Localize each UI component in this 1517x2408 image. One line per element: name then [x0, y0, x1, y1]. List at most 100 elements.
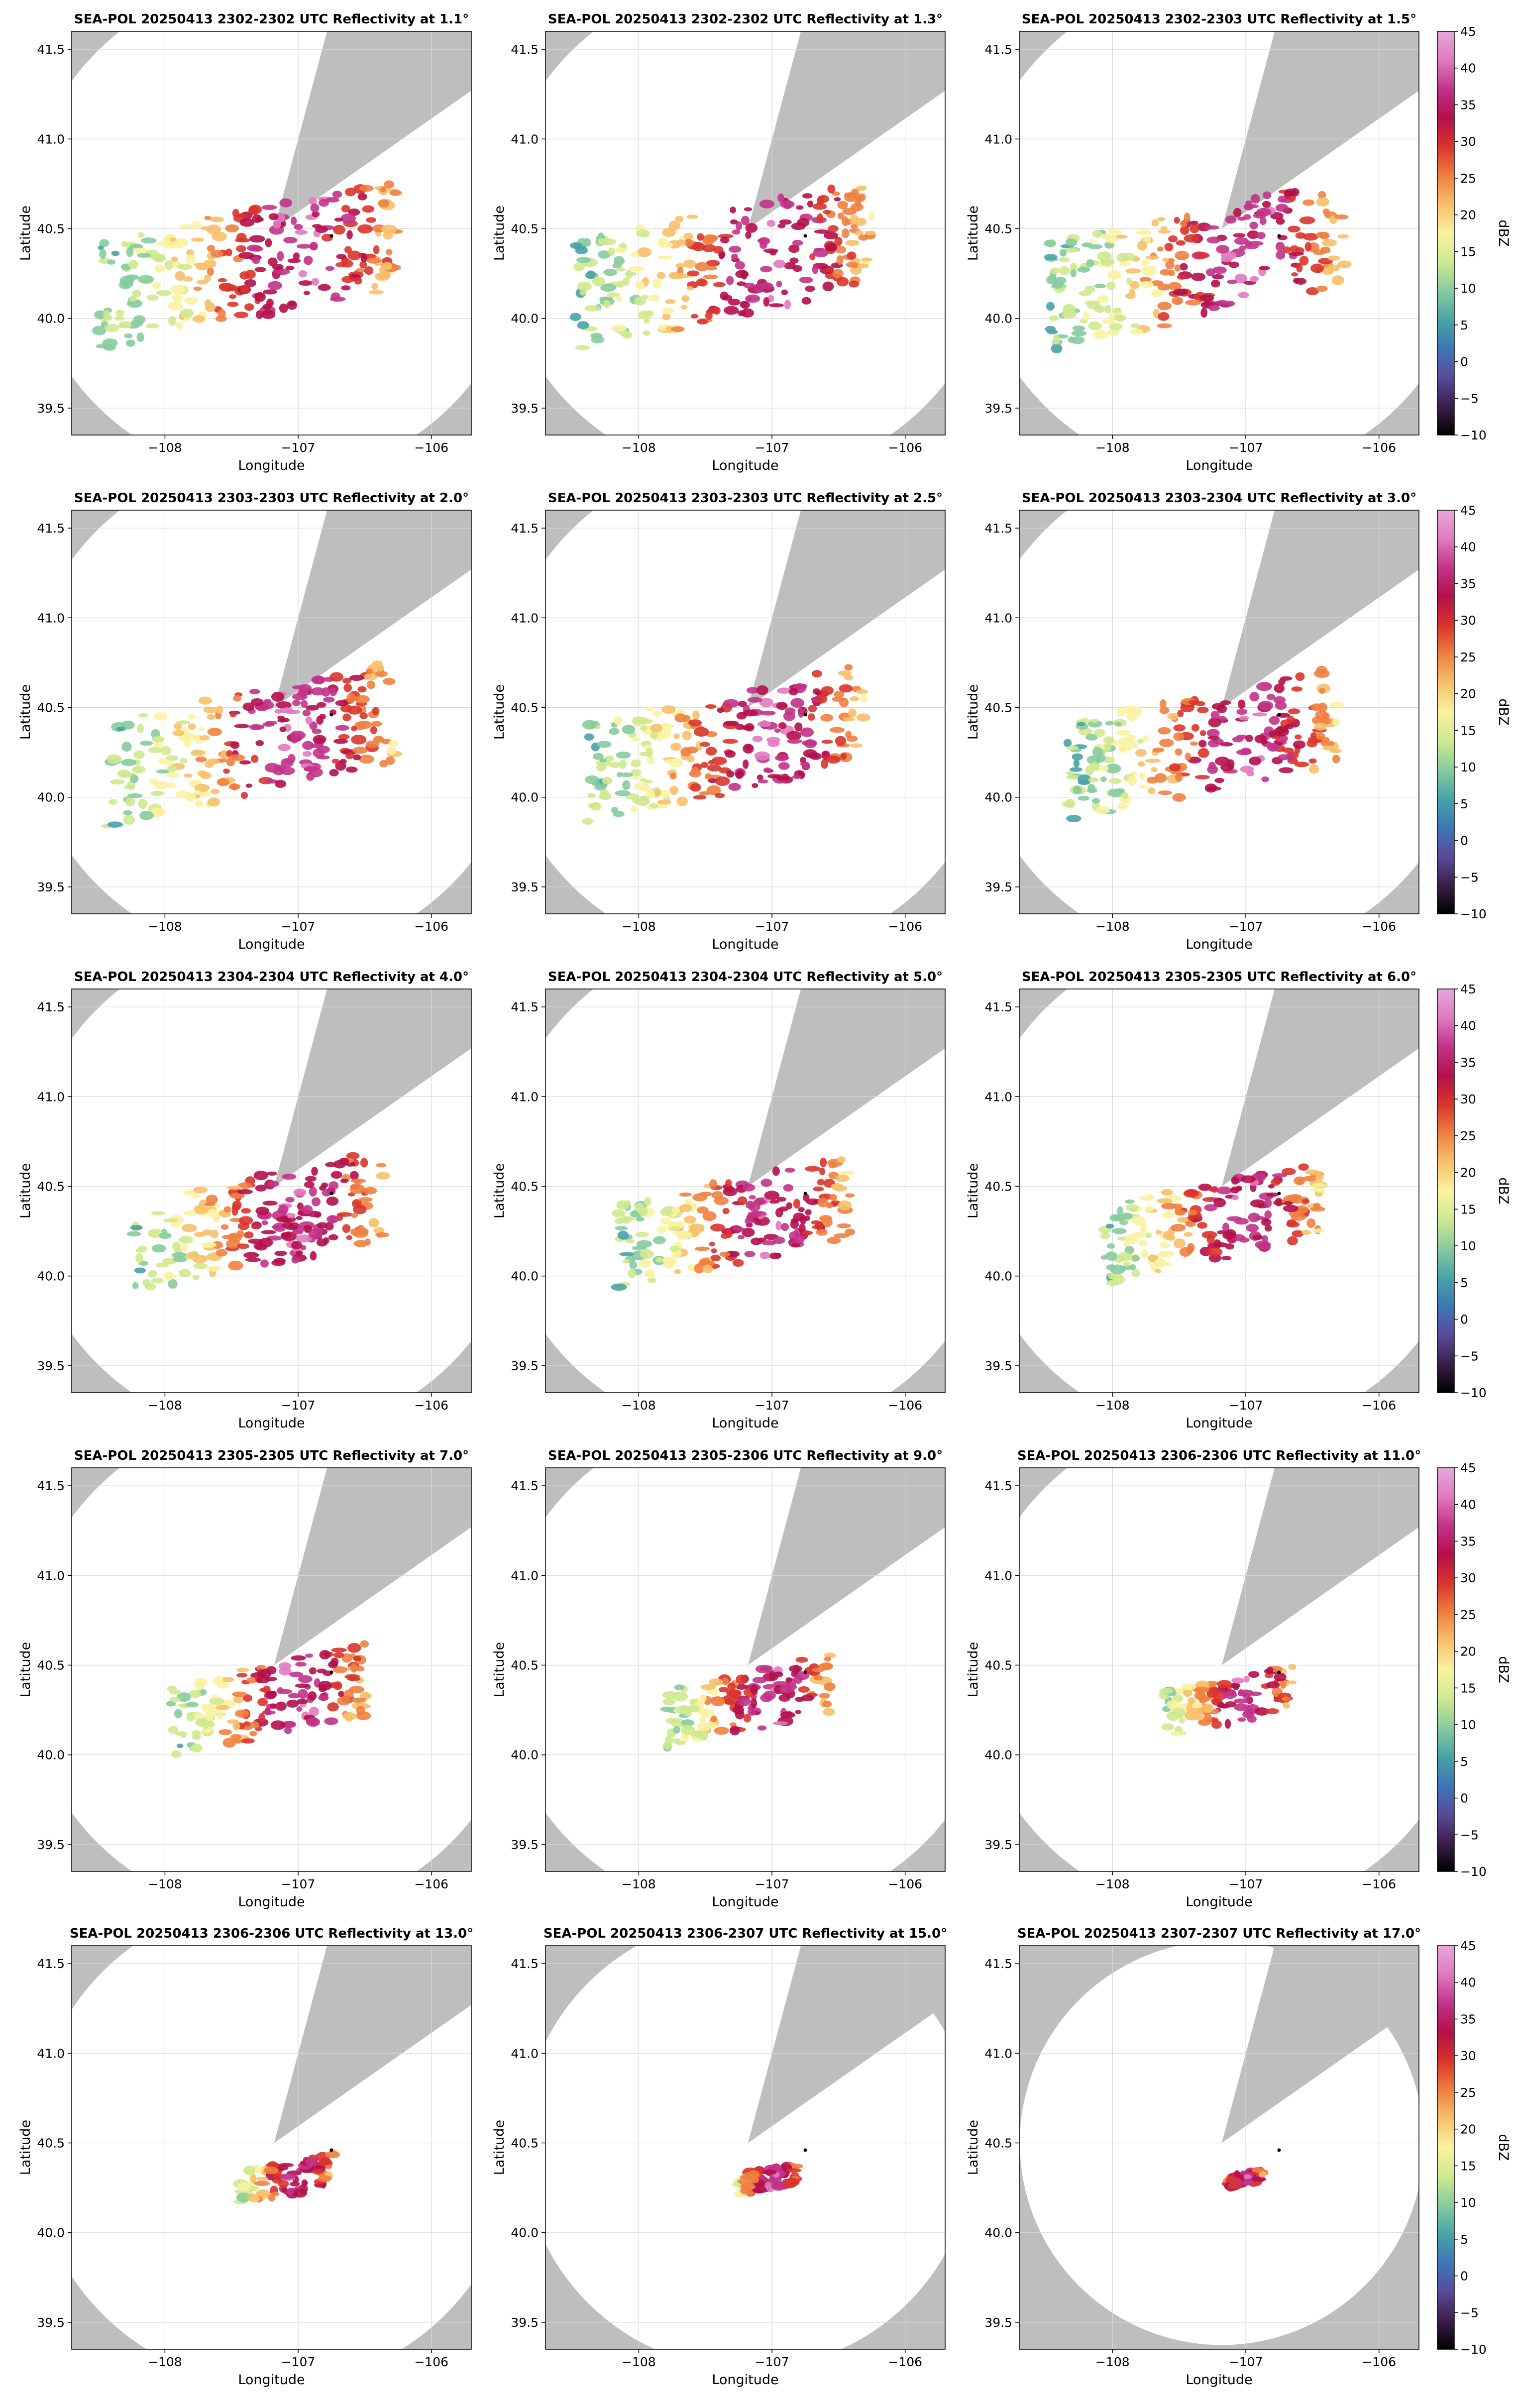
echo-cell	[222, 1677, 234, 1682]
echo-cell	[625, 1239, 635, 1244]
echo-cell	[680, 305, 688, 310]
echo-cell	[710, 1254, 721, 1262]
echo-cell	[659, 729, 671, 739]
echo-cell	[1301, 1230, 1311, 1235]
echo-cell	[1117, 803, 1128, 810]
echo-cell	[98, 245, 104, 250]
echo-cell	[175, 271, 186, 281]
colorbar-tick-label: 35	[1460, 576, 1476, 591]
echo-cell	[1059, 257, 1070, 262]
echo-cell	[296, 244, 312, 249]
echo-cell	[774, 1253, 781, 1258]
echo-cell	[316, 702, 326, 708]
echo-cell	[789, 688, 798, 696]
echo-cell	[616, 267, 625, 272]
echo-cell	[1185, 752, 1191, 761]
echo-cell	[743, 759, 749, 769]
echo-cell	[306, 772, 315, 781]
echo-cell	[353, 1655, 362, 1661]
echo-cell	[292, 699, 301, 706]
echo-cell	[640, 786, 652, 792]
echo-cell	[210, 1229, 219, 1239]
echo-cell	[1161, 1203, 1177, 1210]
echo-cell	[366, 217, 376, 223]
echo-cell	[1207, 736, 1220, 740]
echo-cell	[764, 2182, 772, 2189]
grid	[72, 1946, 471, 2349]
echo-cell	[779, 219, 792, 225]
echo-cell	[314, 1212, 322, 1218]
echo-cell	[184, 296, 199, 305]
echo-cell	[776, 281, 782, 288]
echo-cell	[163, 1218, 179, 1222]
echo-cell	[212, 1694, 218, 1699]
echo-cell	[138, 713, 149, 718]
echo-cell	[245, 783, 252, 788]
echo-cell	[386, 747, 397, 755]
echo-cell	[236, 1667, 249, 1672]
echo-cell	[1108, 788, 1124, 797]
plot-frame	[545, 31, 946, 436]
echo-cell	[360, 1640, 369, 1648]
echo-cell	[124, 333, 133, 338]
echo-cell	[817, 213, 824, 223]
echo-cell	[636, 1240, 652, 1248]
echo-cell	[267, 257, 278, 266]
echo-cell	[138, 275, 154, 284]
echo-cell	[1179, 1717, 1186, 1724]
echo-cell	[582, 720, 597, 730]
echo-cell	[836, 277, 849, 287]
echo-cell	[174, 1709, 183, 1719]
echo-cell	[743, 1714, 752, 1723]
colorbar-tick-label: 5	[1460, 1276, 1468, 1290]
y-tick-label: 39.5	[511, 401, 539, 416]
echo-cell	[121, 241, 128, 247]
echo-cell	[693, 727, 709, 737]
y-axis-label: Latitude	[966, 2120, 981, 2175]
echo-cell	[338, 734, 350, 740]
echo-cell	[1173, 288, 1189, 296]
echo-cell	[119, 321, 131, 327]
echo-cell	[240, 285, 250, 294]
echo-cell	[775, 1221, 782, 1231]
echo-cell	[1197, 707, 1209, 714]
echo-cell	[844, 664, 853, 671]
echo-cell	[228, 783, 241, 790]
echo-cell	[107, 259, 116, 265]
echo-cell	[766, 219, 776, 227]
echo-cell	[709, 1241, 715, 1247]
echo-cell	[1154, 1258, 1166, 1268]
echo-cell	[265, 779, 278, 784]
echo-cell	[619, 1252, 635, 1256]
echo-cell	[832, 269, 844, 279]
echo-cell	[813, 1675, 823, 1681]
x-axis-label: Longitude	[1186, 2372, 1252, 2388]
echo-cell	[777, 193, 784, 203]
echo-cell	[265, 721, 278, 725]
echo-cell	[1188, 1209, 1198, 1215]
echo-cell	[835, 245, 847, 254]
colorbar-tick-label: 20	[1460, 1166, 1476, 1180]
echo-cell	[742, 1184, 756, 1192]
y-tick-label: 40.0	[511, 1748, 539, 1762]
echo-cell	[812, 265, 818, 274]
echo-cell	[1291, 272, 1299, 277]
echo-cell	[700, 762, 709, 768]
x-tick-label: −106	[414, 1877, 448, 1891]
echo-cell	[1106, 1243, 1115, 1249]
echo-cell	[690, 314, 699, 319]
echo-cell	[254, 292, 266, 302]
echo-cell	[722, 1207, 730, 1214]
panel-7: −108 −107 −10639.540.040.541.041.5Longitud…	[18, 970, 472, 1431]
echo-cell	[348, 1192, 355, 1197]
echo-cell	[365, 740, 379, 748]
echo-cell	[647, 1277, 656, 1283]
echo-cell	[185, 254, 196, 265]
colorbar-tick-label: 0	[1460, 2269, 1468, 2284]
echo-cell	[220, 1224, 229, 1230]
echo-cell	[1197, 748, 1209, 758]
echo-cell	[707, 778, 718, 783]
echo-cell	[655, 1257, 663, 1263]
echo-cell	[1254, 1707, 1269, 1716]
echo-cell	[99, 249, 107, 259]
